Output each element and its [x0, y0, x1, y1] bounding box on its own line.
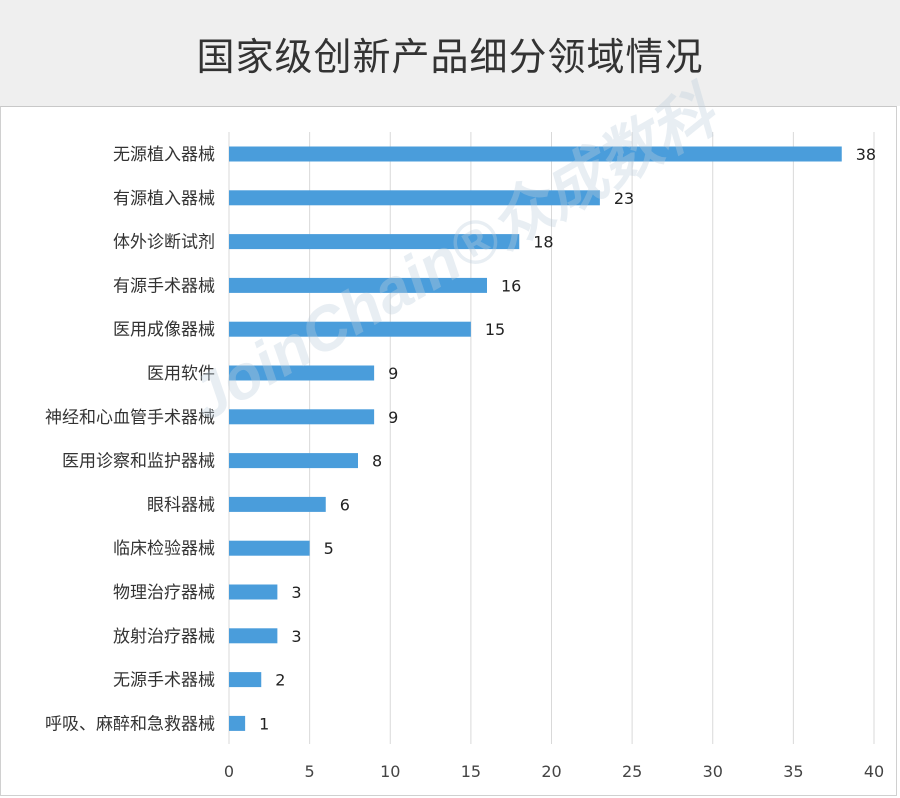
category-label: 医用诊察和监护器械 [62, 452, 215, 472]
bar [229, 321, 471, 337]
title-bar: 国家级创新产品细分领域情况 [0, 0, 900, 106]
x-tick-label: 20 [541, 762, 561, 781]
category-label: 有源手术器械 [113, 276, 215, 296]
bar [229, 715, 246, 731]
data-label: 5 [324, 539, 334, 558]
category-label: 体外诊断试剂 [113, 233, 215, 253]
data-label: 9 [388, 364, 398, 383]
category-label: 临床检验器械 [113, 539, 215, 559]
category-labels: 无源植入器械有源植入器械体外诊断试剂有源手术器械医用成像器械医用软件神经和心血管… [45, 145, 215, 734]
bar [229, 190, 600, 206]
x-tick-label: 30 [703, 762, 723, 781]
data-label: 23 [614, 189, 634, 208]
data-label: 38 [856, 145, 876, 164]
data-label: 16 [501, 276, 521, 295]
bar [229, 672, 262, 688]
grid-lines [228, 132, 875, 744]
category-label: 医用成像器械 [113, 320, 215, 340]
bar [229, 234, 520, 250]
chart-frame [0, 106, 897, 796]
bar [229, 496, 326, 512]
category-label: 无源手术器械 [113, 671, 215, 691]
bar [229, 540, 310, 556]
x-tick-label: 0 [224, 762, 234, 781]
x-tick-label: 35 [783, 762, 803, 781]
data-label: 15 [485, 320, 505, 339]
data-labels: 38 23 18 16 15 9 9 8 6 5 3 3 2 1 [259, 145, 876, 733]
x-tick-label: 15 [461, 762, 481, 781]
x-tick-label: 5 [305, 762, 315, 781]
x-tick-label: 10 [380, 762, 400, 781]
data-label: 2 [275, 671, 285, 690]
bar [229, 584, 278, 600]
category-label: 眼科器械 [147, 495, 215, 515]
category-label: 物理治疗器械 [113, 583, 215, 603]
data-label: 8 [372, 452, 382, 471]
bar [229, 365, 375, 381]
x-tick-label: 40 [864, 762, 884, 781]
data-label: 6 [340, 495, 350, 514]
bar [229, 409, 375, 425]
bar [229, 277, 487, 293]
category-label: 有源植入器械 [113, 189, 215, 209]
x-axis-ticks: 0 5 10 15 20 25 30 35 40 [224, 762, 884, 781]
bar [229, 628, 278, 644]
page-title: 国家级创新产品细分领域情况 [196, 34, 704, 79]
category-label: 放射治疗器械 [113, 627, 215, 647]
data-label: 3 [291, 627, 301, 646]
x-tick-label: 25 [622, 762, 642, 781]
data-label: 3 [291, 583, 301, 602]
category-label: 医用软件 [147, 364, 215, 384]
bar [229, 453, 358, 469]
category-label: 呼吸、麻醉和急救器械 [45, 714, 215, 734]
category-label: 神经和心血管手术器械 [45, 408, 215, 428]
data-label: 1 [259, 714, 269, 733]
data-label: 18 [533, 233, 553, 252]
category-label: 无源植入器械 [113, 145, 215, 165]
bar [229, 146, 842, 162]
bars [229, 146, 842, 731]
data-label: 9 [388, 408, 398, 427]
